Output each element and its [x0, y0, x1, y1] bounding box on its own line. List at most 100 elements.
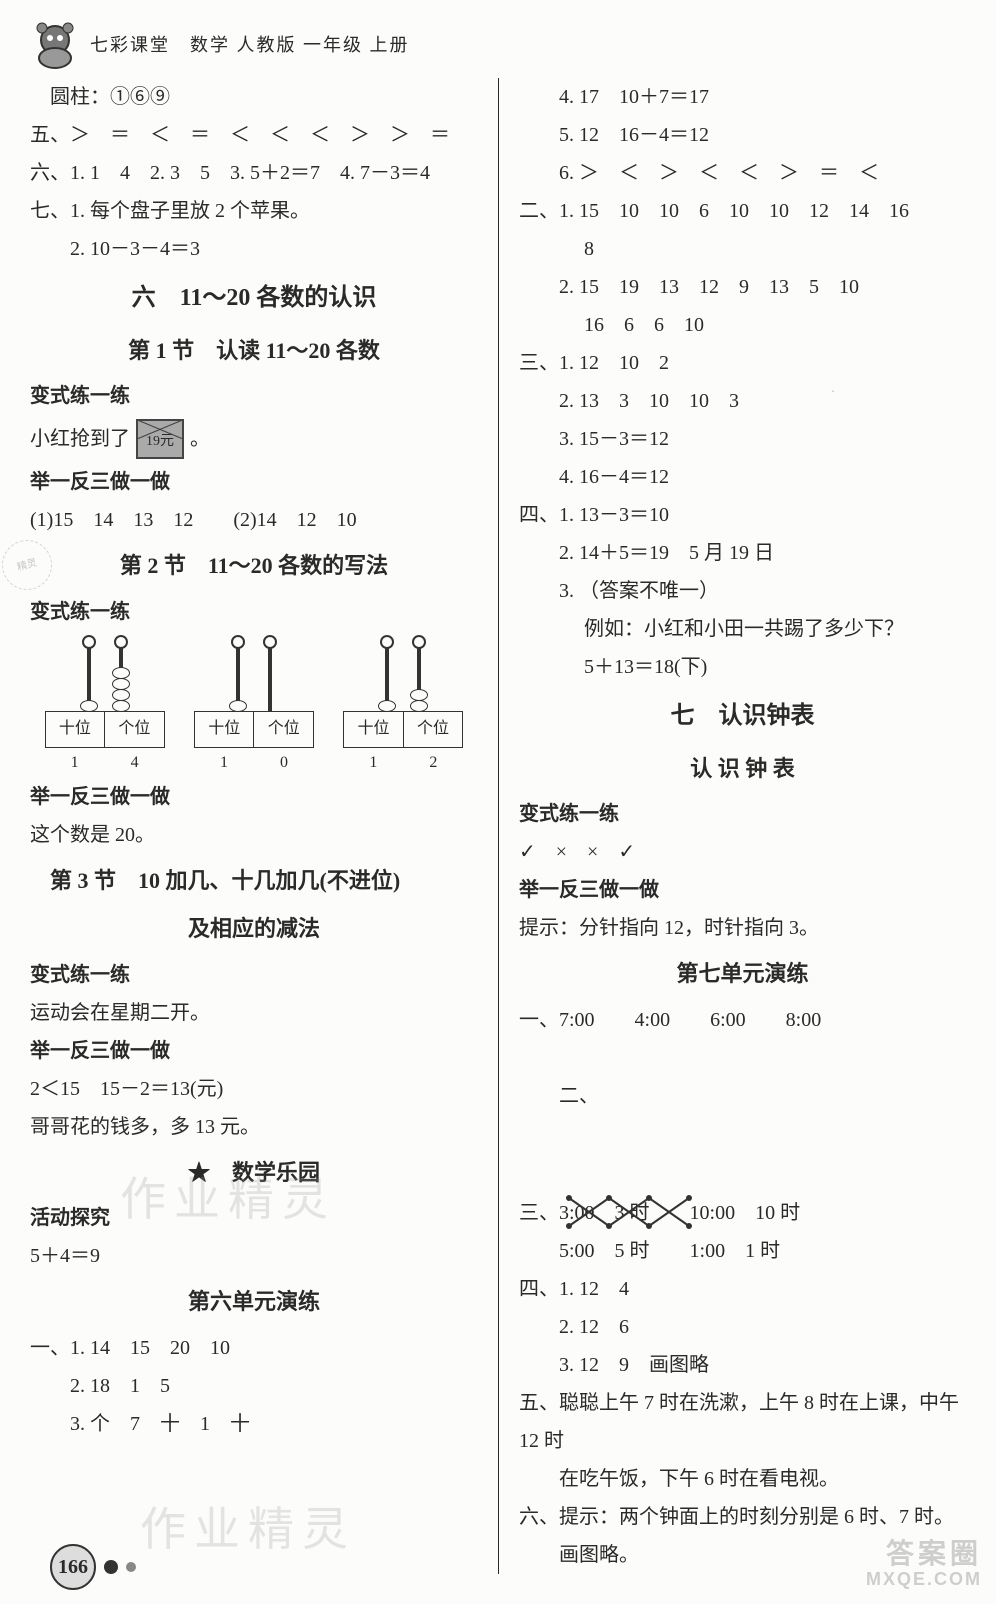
text-line: 4. 16－4＝12	[519, 458, 966, 496]
place-label: 个位	[404, 712, 463, 746]
text-line: 圆柱：①⑥⑨	[30, 78, 478, 116]
text-line: 例如：小红和小田一共踢了多少下？	[519, 610, 966, 648]
text-line: 4. 17 10＋7＝17	[519, 78, 966, 116]
place-label: 个位	[254, 712, 313, 746]
text-fragment: 二、	[559, 1085, 599, 1107]
unit-test-title: 第七单元演练	[519, 953, 966, 995]
section-title: 六 11～20 各数的认识	[30, 276, 478, 322]
corner-top: 答案圈	[866, 1539, 982, 1570]
text-line: 提示：分针指向 12，时针指向 3。	[519, 909, 966, 947]
subsection-title: 第 3 节 10 加几、十几加几(不进位)	[50, 860, 478, 902]
corner-bottom: MXQE.COM	[866, 1570, 982, 1590]
abacus-number: 4	[105, 748, 165, 778]
abacus-rod	[268, 641, 272, 711]
exercise-label: 举一反三做一做	[519, 871, 966, 909]
unit-test-title: 第六单元演练	[30, 1281, 478, 1323]
page-number-wrap: 166	[50, 1544, 136, 1590]
content-columns: 圆柱：①⑥⑨ 五、＞ ＝ ＜ ＝ ＜ ＜ ＜ ＞ ＞ ＝ 六、1. 1 4 2.…	[30, 78, 966, 1574]
abacus-number: 1	[194, 748, 254, 778]
envelope-row: 小红抢到了 19元 。	[30, 419, 478, 459]
exercise-label: 变式练一练	[30, 377, 478, 415]
exercise-label: 活动探究	[30, 1199, 478, 1237]
text-line: 一、7:00 4:00 6:00 8:00	[519, 1001, 966, 1039]
text-line: 2. 12 6	[519, 1308, 966, 1346]
abacus-number: 2	[403, 748, 463, 778]
star-title: ★ 数学乐园	[30, 1152, 478, 1194]
text-line: 3. 15－3＝12	[519, 420, 966, 458]
abacus-row: 十位 个位 1 4	[30, 641, 478, 778]
bead-icon	[80, 700, 98, 712]
envelope-icon: 19元	[136, 419, 184, 459]
text-line: 5. 12 16－4＝12	[519, 116, 966, 154]
abacus: 十位 个位 1 2	[343, 641, 463, 778]
subsection-title: 第 1 节 认读 11～20 各数	[30, 330, 478, 372]
left-column: 圆柱：①⑥⑨ 五、＞ ＝ ＜ ＝ ＜ ＜ ＜ ＞ ＞ ＝ 六、1. 1 4 2.…	[30, 78, 498, 1574]
text-fragment: 。	[190, 420, 210, 458]
place-label: 十位	[46, 712, 106, 746]
abacus-rod	[119, 641, 123, 711]
header-text: 七彩课堂 数学 人教版 一年级 上册	[90, 28, 410, 62]
text-line: 六、1. 1 4 2. 3 5 3. 5＋2＝7 4. 7－3＝4	[30, 154, 478, 192]
place-label: 十位	[195, 712, 255, 746]
place-label: 十位	[344, 712, 404, 746]
text-line: 5＋4＝9	[30, 1237, 478, 1275]
section-title: 七 认识钟表	[519, 694, 966, 740]
text-line: 二、1. 15 10 10 6 10 10 12 14 16	[519, 192, 966, 230]
abacus-number: 1	[45, 748, 105, 778]
exercise-label: 举一反三做一做	[30, 778, 478, 816]
text-line: 在吃午饭，下午 6 时在看电视。	[519, 1460, 966, 1498]
text-line: 五、聪聪上午 7 时在洗漱，上午 8 时在上课，中午 12 时	[519, 1384, 966, 1460]
text-line: 5＋13＝18(下)	[519, 648, 966, 686]
envelope-value: 19元	[146, 429, 174, 456]
text-line: 四、1. 13－3＝10	[519, 496, 966, 534]
text-line: 2. 15 19 13 12 9 13 5 10	[519, 268, 966, 306]
abacus-number: 1	[343, 748, 403, 778]
exercise-label: 举一反三做一做	[30, 1032, 478, 1070]
abacus-rod	[417, 641, 421, 711]
text-line: 运动会在星期二开。	[30, 994, 478, 1032]
text-line: 3. 个 7 十 1 十	[30, 1405, 478, 1443]
abacus: 十位 个位 1 0	[194, 641, 314, 778]
subsection-title: 认 识 钟 表	[519, 748, 966, 790]
text-line: 8	[519, 230, 966, 268]
abacus-number: 0	[254, 748, 314, 778]
mascot-icon	[30, 20, 80, 70]
page: 七彩课堂 数学 人教版 一年级 上册 圆柱：①⑥⑨ 五、＞ ＝ ＜ ＝ ＜ ＜ …	[0, 0, 996, 1604]
abacus: 十位 个位 1 4	[45, 641, 165, 778]
place-label: 个位	[105, 712, 164, 746]
page-header: 七彩课堂 数学 人教版 一年级 上册	[30, 20, 966, 70]
exercise-label: 变式练一练	[30, 956, 478, 994]
text-line: 哥哥花的钱多，多 13 元。	[30, 1108, 478, 1146]
right-column: 4. 17 10＋7＝17 5. 12 16－4＝12 6. ＞ ＜ ＞ ＜ ＜…	[498, 78, 966, 1574]
text-line: 3. 12 9 画图略	[519, 1346, 966, 1384]
subsection-title: 第 2 节 11～20 各数的写法	[30, 545, 478, 587]
text-line: 六、提示：两个钟面上的时刻分别是 6 时、7 时。	[519, 1498, 966, 1536]
text-line: 2. 10－3－4＝3	[30, 230, 478, 268]
text-line: ✓ × × ✓	[519, 833, 966, 871]
text-line: 2. 18 1 5	[30, 1367, 478, 1405]
text-line: 五、＞ ＝ ＜ ＝ ＜ ＜ ＜ ＞ ＞ ＝	[30, 116, 478, 154]
text-line: 三、1. 12 10 2	[519, 344, 966, 382]
text-line: (1)15 14 13 12 (2)14 12 10	[30, 501, 478, 539]
text-line: 一、1. 14 15 20 10	[30, 1329, 478, 1367]
match-line: 二、	[519, 1039, 966, 1193]
exercise-label: 举一反三做一做	[30, 463, 478, 501]
text-line: 3. （答案不唯一）	[519, 572, 966, 610]
text-line: 16 6 6 10	[519, 306, 966, 344]
text-line: 2＜15 15－2＝13(元)	[30, 1070, 478, 1108]
cross-match-icon	[559, 1116, 699, 1156]
text-line: 6. ＞ ＜ ＞ ＜ ＜ ＞ ＝ ＜	[519, 154, 966, 192]
text-line: 这个数是 20。	[30, 816, 478, 854]
bead-icon	[112, 700, 130, 712]
corner-watermark: 答案圈 MXQE.COM	[866, 1539, 982, 1590]
abacus-rod	[236, 641, 240, 711]
text-fragment: 小红抢到了	[30, 420, 130, 458]
abacus-rod	[385, 641, 389, 711]
text-line: 2. 14＋5＝19 5 月 19 日	[519, 534, 966, 572]
exercise-label: 变式练一练	[519, 795, 966, 833]
dot-icon	[126, 1562, 136, 1572]
text-line: 七、1. 每个盘子里放 2 个苹果。	[30, 192, 478, 230]
text-line: 2. 13 3 10 10 3	[519, 382, 966, 420]
abacus-rod	[87, 641, 91, 711]
page-number: 166	[50, 1544, 96, 1590]
